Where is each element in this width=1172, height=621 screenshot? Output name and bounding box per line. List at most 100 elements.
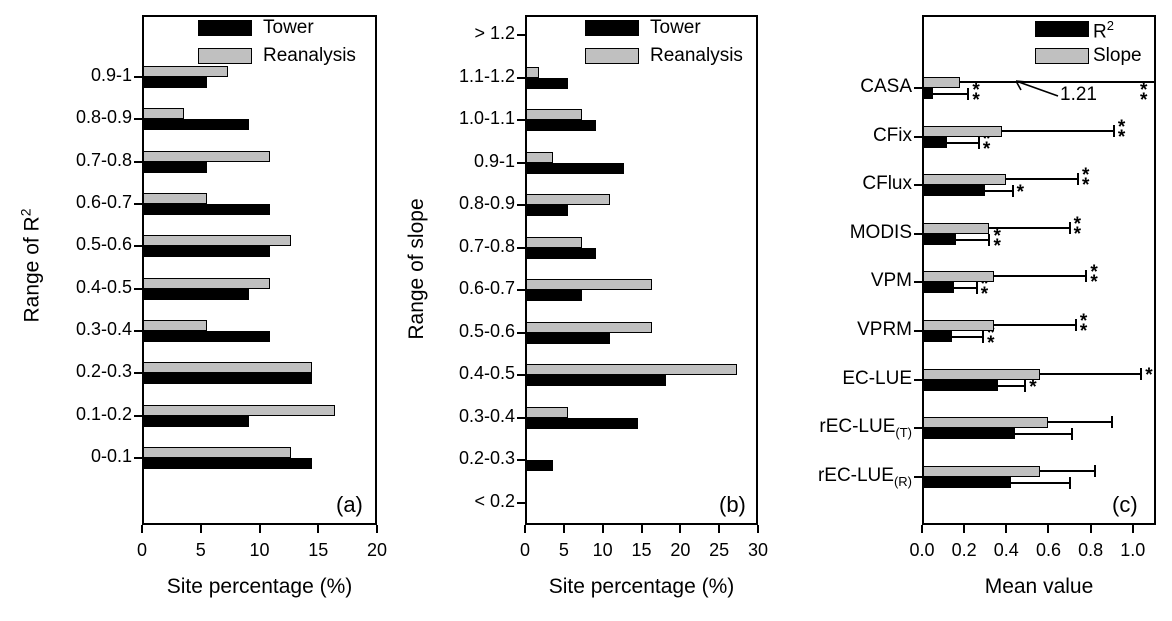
category-label-c-5: VPRM [857,319,912,340]
error-cap-c-Slope-4 [1085,270,1088,283]
y-tick-b [517,416,525,419]
sig-marker: * [982,138,991,160]
error-cap-c-R2-6 [1024,379,1027,392]
bar-c-Slope-4 [923,271,994,283]
bar-a-Reanalysis-8 [143,404,335,416]
error-bar-c-Slope-1 [1002,129,1114,132]
y-tick-c [914,378,922,381]
x-tick-a [317,525,320,533]
y-tick-b [517,331,525,334]
category-label-c-3: MODIS [849,221,912,243]
sig-marker: * [1016,182,1025,204]
error-bar-c-Slope-3 [989,226,1070,229]
bar-b-Tower-5 [526,247,596,259]
error-bar-c-Slope-4 [993,275,1087,278]
y-tick-a [134,287,142,290]
error-bar-c-Slope-7 [1048,421,1112,424]
bar-b-Reanalysis-3 [526,151,553,163]
x-tick-b [601,525,604,533]
error-bar-c-R2-0 [932,93,969,95]
x-tick-label-a-0: 0 [136,540,147,560]
error-bar-c-R2-5 [951,336,984,338]
annotation-value: 1.21 [1060,84,1097,105]
panel-letter-b: (b) [719,492,746,517]
sig-marker: * [1090,262,1098,284]
bar-a-Reanalysis-2 [143,150,271,162]
category-label-a-0: 0.9-1 [90,65,132,85]
bar-a-Reanalysis-6 [143,320,207,332]
x-tick-label-b-0: 0 [519,540,530,560]
legend-swatch-a-1 [198,48,252,64]
bar-c-R2-6 [923,379,998,391]
sig-marker: * [980,284,989,306]
bar-b-Tower-6 [526,290,582,301]
legend-label-c-1: Slope [1093,45,1142,66]
error-bar-c-Slope-2 [1006,178,1078,181]
sig-marker: * [993,225,1001,247]
bar-a-Tower-3 [143,204,271,216]
bar-a-Reanalysis-3 [143,193,207,205]
bar-c-Slope-7 [923,417,1049,429]
y-tick-b [517,374,525,376]
x-axis-title-c: Mean value [984,575,1094,598]
sig-marker: * [1029,376,1037,398]
bar-a-Reanalysis-7 [143,362,313,374]
bar-a-Tower-6 [143,331,271,343]
y-tick-c [914,281,922,284]
bar-c-R2-3 [923,233,956,245]
category-label-a-8: 0.1-0.2 [75,403,132,424]
y-tick-b [517,119,525,121]
x-axis-title-b: Site percentage (%) [548,575,735,598]
category-label-c-8: rEC-LUE(R) [817,464,912,489]
panel-letter-c: (c) [1112,492,1138,517]
error-cap-c-R2-7 [1070,428,1073,441]
x-tick-label-c-1: 0.2 [951,540,977,560]
x-tick-b [679,525,682,533]
bar-c-R2-0 [923,88,933,99]
sig-marker: * [1079,321,1088,342]
category-label-b-0: > 1.2 [474,23,515,43]
bar-b-Reanalysis-5 [526,236,582,248]
error-cap-c-Slope-3 [1068,221,1071,234]
bar-b-Reanalysis-9 [526,406,568,418]
category-label-a-3: 0.6-0.7 [75,192,132,213]
category-label-a-2: 0.7-0.8 [75,149,132,170]
sig-marker: * [993,235,1001,257]
bar-a-Tower-2 [143,161,207,173]
x-tick-a [199,525,202,533]
error-bar-c-Slope-5 [993,324,1076,326]
category-label-b-4: 0.8-0.9 [458,193,515,213]
y-tick-a [134,160,142,163]
x-tick-label-b-3: 15 [631,540,652,560]
legend-swatch-a-0 [198,20,252,36]
y-tick-b [517,459,525,461]
legend-label-b-0: Tower [650,17,701,38]
y-tick-c [914,427,922,430]
bar-c-R2-7 [923,428,1015,440]
x-tick-a [141,525,143,533]
y-tick-b [517,501,525,504]
legend-label-a-1: Reanalysis [263,45,356,66]
category-label-a-7: 0.2-0.3 [75,361,132,382]
error-cap-c-R2-3 [988,233,991,246]
error-cap-c-R2-1 [977,136,980,149]
annotation-arrow-icon [1015,80,1059,97]
category-label-b-1: 1.1-1.2 [458,65,515,86]
bar-b-Reanalysis-8 [526,364,738,375]
y-tick-a [134,457,142,460]
sig-marker: * [980,274,989,296]
category-label-c-6: EC-LUE [842,367,912,389]
legend-label-b-1: Reanalysis [650,45,743,66]
sig-marker: * [1145,364,1153,386]
bar-c-Slope-0 [923,77,960,88]
y-tick-c [914,330,922,332]
error-bar-c-Slope-0 [959,81,1154,83]
bar-b-Tower-10 [526,460,553,471]
x-tick-label-b-1: 5 [558,540,569,560]
sig-marker: * [1090,272,1098,294]
y-tick-c [914,135,922,138]
bar-c-R2-2 [923,185,986,197]
bar-b-Reanalysis-1 [526,66,539,78]
bar-b-Reanalysis-4 [526,194,610,205]
error-cap-c-R2-0 [967,88,970,100]
